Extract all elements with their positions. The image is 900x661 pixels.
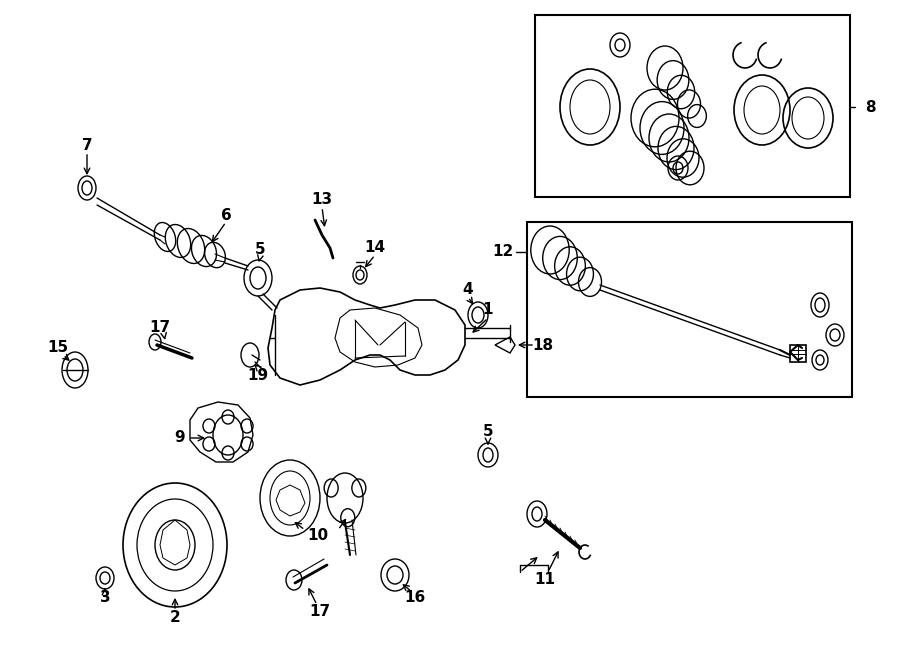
- Text: 5: 5: [482, 424, 493, 440]
- Text: 11: 11: [535, 572, 555, 588]
- Text: 3: 3: [100, 590, 111, 605]
- Text: 18: 18: [533, 338, 554, 352]
- Text: 16: 16: [404, 590, 426, 605]
- Bar: [790, 345, 806, 362]
- Text: 13: 13: [311, 192, 333, 208]
- Text: 17: 17: [310, 605, 330, 619]
- Polygon shape: [495, 337, 515, 353]
- Bar: [535, 15, 850, 197]
- Text: 17: 17: [149, 321, 171, 336]
- Text: 15: 15: [48, 340, 68, 356]
- Text: 7: 7: [82, 137, 93, 153]
- Text: 6: 6: [220, 208, 231, 223]
- Text: 1: 1: [482, 303, 493, 317]
- Text: 12: 12: [492, 245, 514, 260]
- Text: 5: 5: [255, 243, 266, 258]
- Bar: [527, 222, 852, 397]
- Text: 9: 9: [175, 430, 185, 446]
- Text: 2: 2: [169, 611, 180, 625]
- Text: 10: 10: [308, 527, 328, 543]
- Text: 8: 8: [865, 100, 876, 114]
- Text: 19: 19: [248, 368, 268, 383]
- Text: 14: 14: [364, 241, 385, 256]
- Text: 4: 4: [463, 282, 473, 297]
